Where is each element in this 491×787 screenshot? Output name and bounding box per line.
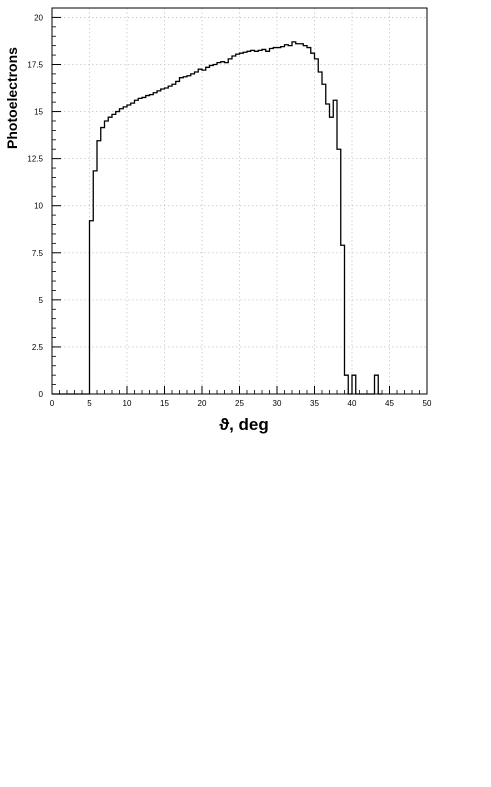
x-tick-label: 30 — [273, 399, 282, 408]
y-tick-label: 5 — [39, 296, 44, 305]
y-axis-label: Photoelectrons — [4, 47, 20, 149]
x-tick-label: 0 — [50, 399, 55, 408]
y-tick-label: 17.5 — [27, 60, 43, 69]
x-tick-label: 20 — [198, 399, 207, 408]
y-tick-label: 12.5 — [27, 155, 43, 164]
y-tick-label: 2.5 — [32, 343, 44, 352]
x-tick-label: 10 — [123, 399, 132, 408]
y-axis-ticks: 0 2.5 5 7.5 10 12.5 15 17.5 20 — [27, 7, 61, 399]
y-tick-label: 0 — [39, 390, 44, 399]
y-tick-label: 10 — [34, 202, 43, 211]
x-axis-label: ϑ, deg — [219, 415, 269, 434]
x-tick-label: 45 — [385, 399, 394, 408]
histogram-series — [52, 41, 382, 395]
y-tick-label: 15 — [34, 108, 43, 117]
x-tick-label: 35 — [310, 399, 319, 408]
x-tick-label: 5 — [87, 399, 92, 408]
x-tick-label: 15 — [160, 399, 169, 408]
x-tick-label: 40 — [348, 399, 357, 408]
x-tick-label: 25 — [235, 399, 244, 408]
y-tick-label: 7.5 — [32, 249, 44, 258]
y-tick-label: 20 — [34, 13, 43, 22]
x-tick-label: 50 — [423, 399, 432, 408]
plot-frame — [51, 7, 428, 395]
grid-lines — [52, 8, 427, 394]
